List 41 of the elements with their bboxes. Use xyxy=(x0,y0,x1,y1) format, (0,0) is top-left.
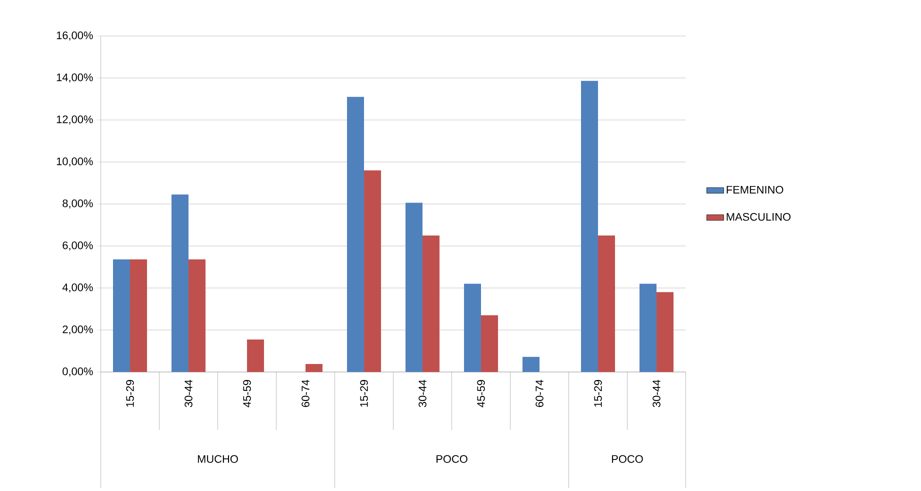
bar xyxy=(406,202,423,372)
text: POCO xyxy=(436,455,468,463)
bar xyxy=(347,96,364,372)
bar xyxy=(306,364,323,372)
y-tick-label: 6,00% xyxy=(62,241,93,251)
y-tick-label: 10,00% xyxy=(56,157,93,167)
x-tick-label: 45-59 xyxy=(243,380,251,408)
bar xyxy=(481,315,498,372)
x-tick-label: 30-44 xyxy=(652,380,660,408)
x-tick-label: 30-44 xyxy=(418,380,426,408)
bar xyxy=(172,194,189,372)
x-tick-label: 15-29 xyxy=(126,380,134,407)
text: MUCHO xyxy=(198,455,238,463)
y-tick-label: 0,00% xyxy=(62,367,93,377)
bar xyxy=(581,80,598,372)
y-tick-label: 4,00% xyxy=(62,283,93,293)
bar xyxy=(422,235,440,372)
text: POCO xyxy=(612,455,643,463)
x-tick-label: 60-74 xyxy=(536,380,544,407)
x-tick-label: 60-74 xyxy=(302,380,310,407)
y-tick-label: 16,00% xyxy=(56,31,93,41)
bar xyxy=(130,259,148,372)
x-tick-label: 15-29 xyxy=(360,380,368,407)
bar xyxy=(656,292,674,372)
bar xyxy=(598,235,616,372)
legend-label: FEMENINO xyxy=(726,186,784,194)
bar xyxy=(464,284,482,372)
y-tick-label: 14,00% xyxy=(56,73,93,83)
x-tick-label: 45-59 xyxy=(477,380,485,408)
bar xyxy=(364,170,382,372)
y-tick-label: 12,00% xyxy=(56,115,93,125)
bar xyxy=(522,356,540,372)
legend-label: MASCULINO xyxy=(726,212,791,221)
x-tick-label: 30-44 xyxy=(184,380,192,408)
y-tick-label: 8,00% xyxy=(62,199,93,209)
bar xyxy=(188,259,206,372)
bar xyxy=(640,284,657,372)
x-tick-label: 15-29 xyxy=(594,380,602,407)
bar xyxy=(113,259,130,372)
bar xyxy=(247,339,264,372)
y-tick-label: 2,00% xyxy=(62,325,93,335)
